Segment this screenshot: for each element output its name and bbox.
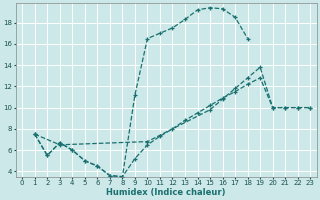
X-axis label: Humidex (Indice chaleur): Humidex (Indice chaleur) (107, 188, 226, 197)
